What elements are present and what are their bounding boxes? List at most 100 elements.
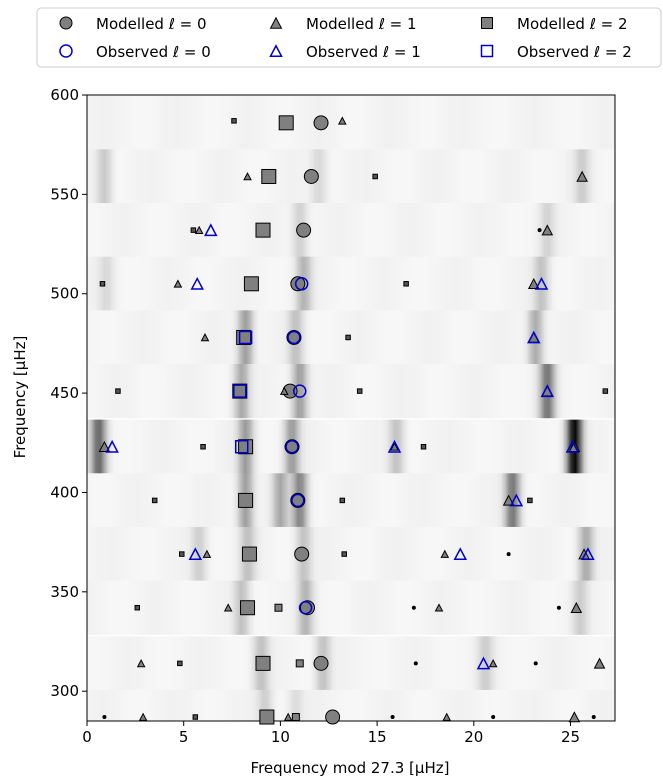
modelled-dot-point (491, 715, 496, 720)
modelled-square-point (295, 659, 304, 668)
modelled-triangle-point (200, 333, 210, 342)
modelled-triangle-point (488, 658, 498, 668)
observed-triangle-point (190, 276, 204, 290)
observed-2-series (233, 330, 253, 454)
modelled-square-point (192, 714, 199, 720)
y-tick-label: 350 (50, 583, 79, 601)
modelled-square-point (115, 388, 121, 394)
modelled-triangle-point (390, 442, 399, 451)
legend-label: Observed ℓ = 2 (517, 43, 632, 61)
legend-label: Modelled ℓ = 1 (306, 15, 417, 33)
spectrum-band (87, 149, 615, 204)
x-tick-label: 25 (561, 728, 580, 746)
legend-marker (59, 16, 73, 30)
modelled-square-point (151, 497, 158, 504)
y-axis-label: Frequency [μHz] (11, 336, 29, 459)
legend-marker (269, 44, 283, 57)
legend-label: Observed ℓ = 0 (96, 43, 211, 61)
modelled-square-point (238, 492, 254, 508)
legend-marker (481, 17, 493, 29)
spectrum-band (87, 256, 615, 311)
x-tick-label: 15 (368, 728, 387, 746)
modelled-square-point (356, 388, 363, 394)
legend-box (36, 7, 662, 68)
y-tick-label: 550 (50, 185, 79, 203)
modelled-square-point (274, 603, 283, 612)
observed-triangle-point (387, 439, 402, 453)
y-tick-label: 600 (50, 86, 79, 104)
modelled-triangle-point (440, 549, 450, 558)
modelled-square-point (261, 168, 277, 184)
observed-circle-point (292, 384, 307, 398)
modelled-square-point (602, 388, 609, 394)
spectrum-band (87, 473, 615, 528)
modelled-circle-point (286, 329, 302, 345)
modelled-square-point (259, 709, 275, 725)
x-tick-label: 20 (464, 728, 483, 746)
modelled-triangle-point (136, 658, 146, 668)
x-tick-label: 0 (82, 728, 92, 746)
modelled-triangle-point (568, 711, 581, 723)
modelled-dot-point (411, 605, 416, 610)
modelled-triangle-point (570, 601, 583, 613)
observed-square-point (233, 384, 247, 398)
modelled-square-point (243, 276, 259, 292)
modelled-dot-point (537, 228, 542, 233)
modelled-circle-point (303, 168, 319, 184)
modelled-triangle-point (279, 386, 289, 395)
observed-triangle-point (105, 439, 119, 453)
modelled-square-point (190, 227, 197, 233)
modelled-square-point (200, 444, 206, 450)
modelled-circle-point (313, 115, 329, 131)
observed-circle-point (294, 277, 309, 291)
spectrum-band (87, 203, 615, 258)
spectrum-band (87, 419, 615, 474)
observed-triangle-point (581, 547, 595, 561)
observed-triangle-point (476, 656, 491, 670)
legend-label: Modelled ℓ = 2 (517, 15, 628, 33)
modelled-square-point (278, 115, 294, 131)
observed-0-series (285, 277, 313, 615)
spectrum-band (87, 636, 615, 691)
observed-triangle-point (540, 384, 555, 398)
modelled-triangle-point (593, 657, 606, 669)
modelled-triangle-point (442, 712, 452, 721)
modelled-square-point (291, 713, 300, 722)
plot-area: 0 5 10 15 20 25 300 350 400 450 500 550 600 (50, 86, 616, 746)
modelled-circle-point (284, 439, 300, 455)
spectrum-band (87, 95, 615, 150)
modelled-circle-point (313, 655, 329, 671)
modelled-square-point (403, 281, 409, 287)
modelled-dot-point (506, 552, 511, 557)
modelled-triangle-point (138, 712, 148, 721)
modelled-dot-point (102, 715, 107, 720)
modelled-square-point (240, 600, 256, 616)
legend-label: Observed ℓ = 1 (306, 43, 421, 61)
legend-marker (269, 16, 283, 29)
modelled-square-point (255, 655, 271, 671)
modelled-triangle-point (576, 170, 588, 182)
modelled-square-point (339, 497, 346, 504)
observed-circle-point (298, 600, 313, 615)
modelled-triangle-point (194, 225, 204, 234)
modelled-square-point (177, 660, 183, 667)
modelled-triangle-point (223, 603, 233, 612)
modelled-square-point (345, 334, 351, 341)
modelled-dot-point (390, 715, 395, 720)
modelled-square-point (99, 281, 106, 287)
legend-marker (59, 44, 73, 58)
y-tick-label: 300 (50, 682, 79, 700)
y-tick-label: 500 (50, 285, 79, 303)
modelled-triangle-point (527, 277, 540, 290)
modelled-circle-point (290, 492, 306, 508)
modelled-square-point (420, 444, 427, 450)
modelled-triangle-point (541, 224, 554, 236)
spectrum-band (87, 526, 615, 582)
modelled-dot-point (556, 605, 561, 610)
modelled-square-point (241, 546, 257, 562)
x-tick-label: 5 (179, 728, 189, 746)
observed-triangle-point (204, 223, 218, 237)
spectrum-band (87, 580, 615, 635)
modelled-square-point (527, 497, 533, 504)
